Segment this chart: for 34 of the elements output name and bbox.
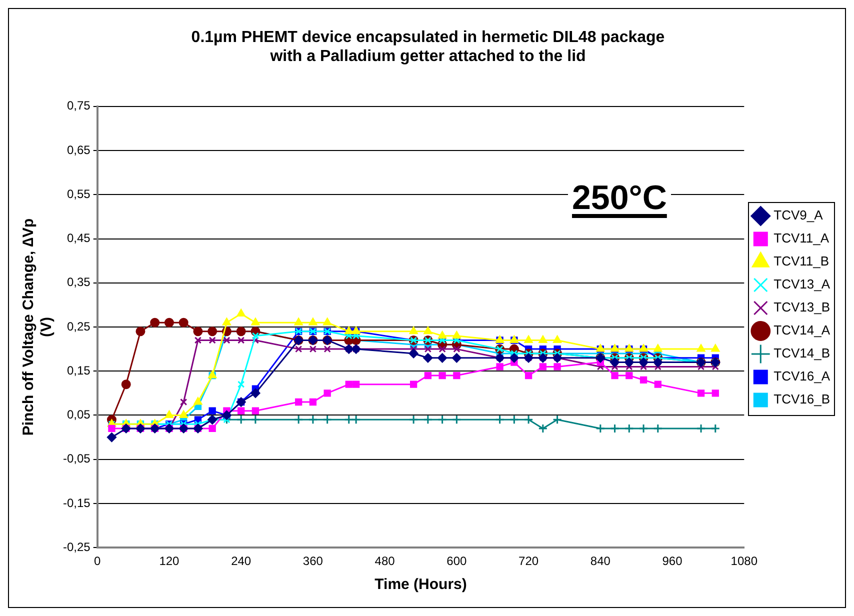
- y-tick-label: 0,25: [66, 319, 91, 334]
- y-axis-title: Pinch off Voltage Change, ∆Vp (V): [20, 218, 56, 436]
- y-tick-label: 0,65: [66, 142, 91, 157]
- y-tick-label: 0,45: [66, 231, 91, 246]
- x-tick-label: 840: [590, 554, 611, 568]
- x-tick-label: 960: [662, 554, 683, 568]
- y-tick-label: 0,55: [66, 186, 91, 201]
- y-tick-label: 0,05: [66, 408, 91, 422]
- legend-label: TCV11_B: [774, 254, 830, 269]
- legend-label: TCV11_A: [774, 230, 830, 246]
- legend-label: TCV14_A: [774, 322, 830, 338]
- x-tick-label: 720: [518, 554, 539, 568]
- legend-label: TCV16_A: [774, 368, 830, 384]
- x-tick-label: 1080: [730, 554, 758, 568]
- x-tick-label: 0: [94, 554, 102, 568]
- annotation: 250°C: [568, 176, 671, 220]
- y-tick-label: -0,25: [62, 540, 91, 554]
- x-tick-label: 480: [374, 554, 396, 568]
- y-tick-label: -0,05: [62, 452, 91, 466]
- legend-label: TCV9_A: [774, 208, 824, 223]
- x-axis-title: Time (Hours): [374, 576, 467, 594]
- x-tick-label: 120: [159, 554, 180, 568]
- x-tick-label: 240: [231, 554, 252, 568]
- legend-label: TCV13_B: [774, 300, 830, 315]
- legend-label: TCV16_B: [774, 392, 830, 407]
- y-tick-label: 0,75: [66, 98, 91, 113]
- chart-title: 0.1µm PHEMT device encapsulated in hermetic DIL48 package with a Palladium getter attached to the lid: [191, 29, 665, 66]
- y-tick-label: 0,15: [66, 363, 91, 378]
- y-tick-label: -0,15: [62, 496, 91, 510]
- x-tick-label: 600: [446, 554, 468, 568]
- x-tick-label: 360: [302, 554, 324, 568]
- legend-label: TCV13_A: [774, 276, 830, 292]
- y-tick-label: 0,35: [66, 275, 91, 290]
- legend-label: TCV14_B: [774, 346, 830, 361]
